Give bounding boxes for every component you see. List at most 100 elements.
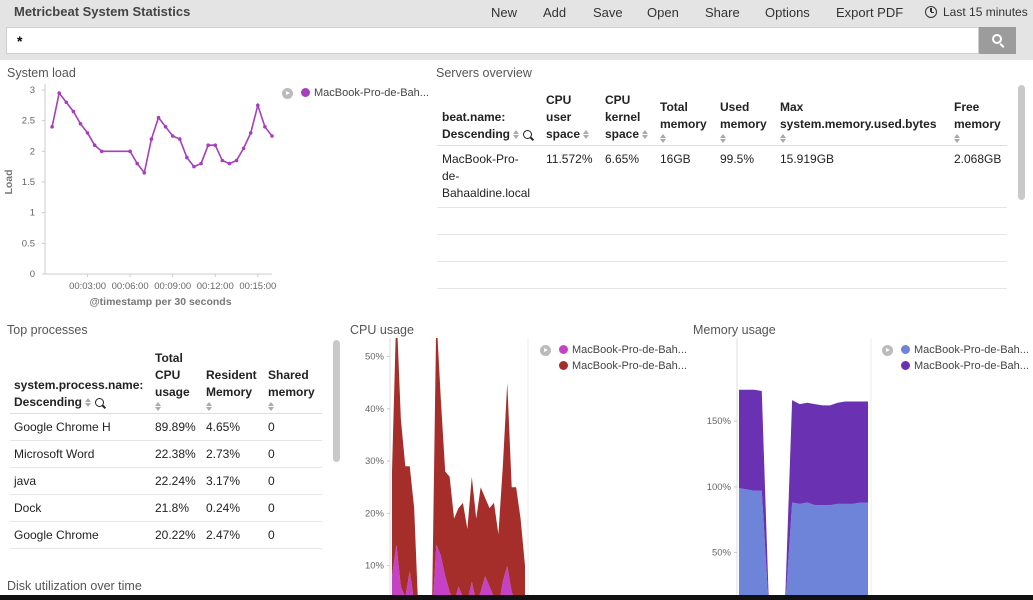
table-cell: 3.17%	[202, 467, 264, 495]
x-tick-label: 00:06:00	[112, 281, 149, 292]
x-tick-label: 00:09:00	[154, 281, 191, 292]
cpu-legend-item[interactable]: MacBook-Pro-de-Bah...	[559, 360, 687, 372]
table-row: Google Chrome H 89.89% 4.65% 0	[10, 413, 322, 441]
sort-icon[interactable]	[720, 134, 727, 143]
menu-open[interactable]: Open	[647, 5, 679, 20]
table-cell: 16GB	[655, 145, 715, 208]
data-point	[185, 155, 189, 160]
search-icon	[992, 34, 1002, 44]
menu-add[interactable]: Add	[543, 5, 567, 20]
search-icon[interactable]	[95, 398, 105, 407]
menu-export-pdf[interactable]: Export PDF	[836, 5, 904, 20]
table-cell: Google Chrome H	[10, 413, 151, 441]
table-cell: 22.24%	[151, 467, 202, 495]
column-header-beat-name[interactable]: beat.name: Descending	[437, 90, 541, 146]
column-header-used-memory[interactable]: Used memory	[715, 90, 775, 146]
sort-icon[interactable]	[660, 134, 667, 143]
sort-icon[interactable]	[268, 402, 275, 411]
bottom-border	[0, 595, 1033, 600]
memory-legend-item[interactable]: MacBook-Pro-de-Bah...	[901, 344, 1029, 356]
column-header-max-memory-used[interactable]: Max system.memory.used.bytes	[775, 90, 949, 146]
column-header-free-memory[interactable]: Free memory	[949, 90, 1007, 146]
table-cell: 89.89%	[151, 413, 202, 441]
column-header-cpu-user-space[interactable]: CPU user space	[541, 90, 600, 146]
column-header-cpu-kernel-space[interactable]: CPU kernel space	[600, 90, 655, 146]
time-picker[interactable]: Last 15 minutes	[925, 5, 1028, 19]
menu-share[interactable]: Share	[705, 5, 740, 20]
column-header-process-name[interactable]: system.process.name: Descending	[10, 348, 151, 414]
table-cell: 0	[264, 440, 322, 468]
data-point	[78, 121, 83, 126]
column-header-total-cpu[interactable]: Total CPU usage	[151, 348, 202, 414]
dashboard-title: Metricbeat System Statistics	[14, 4, 191, 19]
table-cell: 0	[264, 467, 322, 495]
legend-toggle-icon[interactable]	[282, 88, 293, 99]
table-cell: 0	[264, 494, 322, 522]
data-point	[192, 164, 196, 169]
table-cell: 11.572%	[541, 145, 600, 208]
data-point	[213, 143, 218, 147]
cpu-legend-item[interactable]: MacBook-Pro-de-Bah...	[559, 344, 687, 356]
data-point	[227, 161, 232, 166]
column-header-resident-memory[interactable]: Resident Memory	[202, 348, 264, 414]
cpu-area-2	[392, 338, 525, 596]
table-row-empty	[437, 234, 1007, 262]
sort-icon[interactable]	[513, 130, 520, 139]
search-button[interactable]	[979, 27, 1016, 54]
legend-dot-icon	[559, 361, 568, 370]
sort-icon[interactable]	[954, 134, 961, 143]
top-processes-title: Top processes	[7, 323, 88, 337]
sort-icon[interactable]	[155, 402, 162, 411]
legend-toggle-icon[interactable]	[540, 345, 551, 356]
memory-area-1	[739, 488, 868, 596]
sort-icon[interactable]	[642, 130, 649, 139]
top-processes-scrollbar[interactable]	[333, 340, 340, 462]
y-tick-label: 0	[30, 269, 35, 280]
data-point	[241, 146, 246, 151]
y-tick-label: 20%	[365, 508, 385, 519]
y-axis-title: Load	[3, 169, 15, 194]
column-header-total-memory[interactable]: Total memory	[655, 90, 715, 146]
table-row: Microsoft Word 22.38% 2.73% 0	[10, 440, 322, 468]
data-point	[270, 134, 274, 138]
table-cell: 0	[264, 413, 322, 441]
time-range-label: Last 15 minutes	[943, 5, 1028, 19]
query-input[interactable]	[6, 27, 979, 54]
system-load-legend-item[interactable]: MacBook-Pro-de-Bah...	[301, 87, 429, 99]
data-point	[142, 171, 147, 175]
servers-overview-table: beat.name: Descending CPU user space CPU…	[437, 90, 1007, 289]
sort-icon[interactable]	[780, 134, 787, 143]
cpu-usage-chart: 10% 20% 30% 40% 50%	[365, 338, 529, 596]
column-header-shared-memory[interactable]: Shared memory	[264, 348, 322, 414]
servers-scrollbar[interactable]	[1018, 85, 1025, 200]
data-point	[99, 149, 104, 154]
query-bar	[0, 25, 1033, 60]
sort-icon[interactable]	[85, 398, 92, 407]
y-tick-label: 40%	[365, 404, 385, 415]
table-row: Google Chrome 20.22% 2.47% 0	[10, 521, 322, 549]
menu-save[interactable]: Save	[593, 5, 623, 20]
search-icon[interactable]	[523, 130, 533, 139]
top-processes-table: system.process.name: Descending Total CP…	[10, 348, 322, 549]
table-cell: 99.5%	[715, 145, 775, 208]
y-tick-label: 10%	[365, 561, 385, 572]
system-load-chart: 0 0.5 1 1.5 2 2.5 3 00:03:00 00:06:00 00:09:00 00:…	[3, 84, 276, 308]
y-tick-label: 0.5	[22, 238, 35, 249]
y-tick-label: 100%	[707, 482, 732, 493]
legend-dot-icon	[901, 361, 910, 370]
sort-icon[interactable]	[583, 130, 590, 139]
sort-icon[interactable]	[206, 402, 213, 411]
data-point	[135, 161, 140, 166]
legend-toggle-icon[interactable]	[882, 345, 893, 356]
data-point	[85, 131, 90, 135]
memory-legend-item[interactable]: MacBook-Pro-de-Bah...	[901, 360, 1029, 372]
menu-options[interactable]: Options	[765, 5, 810, 20]
legend-label: MacBook-Pro-de-Bah...	[572, 344, 687, 356]
menu-new[interactable]: New	[491, 5, 518, 20]
data-point	[256, 103, 260, 108]
servers-overview-title: Servers overview	[436, 66, 532, 80]
disk-utilization-title: Disk utilization over time	[7, 579, 142, 593]
top-nav-bar: Metricbeat System Statistics New Add Sav…	[0, 0, 1033, 25]
table-cell: 2.068GB	[949, 145, 1007, 208]
x-tick-label: 00:03:00	[69, 281, 106, 292]
